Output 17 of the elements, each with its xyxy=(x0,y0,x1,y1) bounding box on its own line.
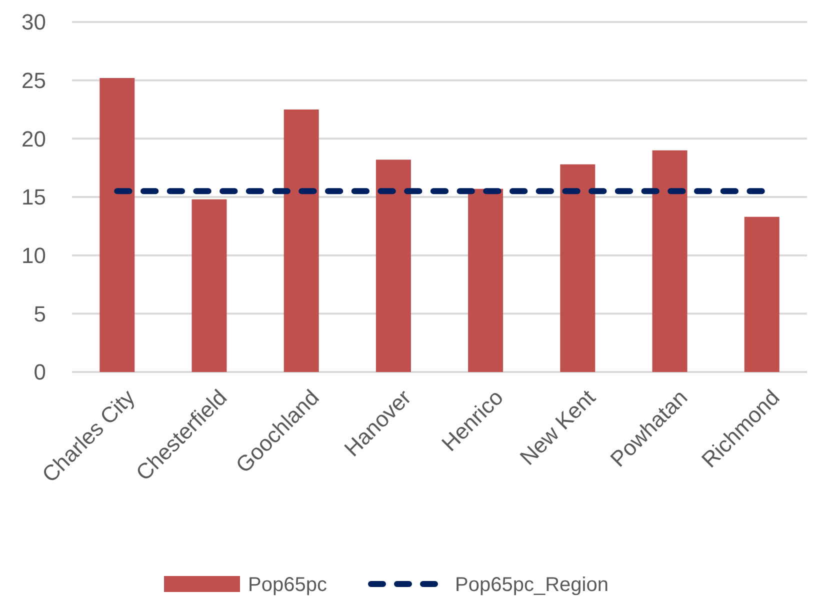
bar xyxy=(192,199,227,372)
bar xyxy=(652,150,688,372)
bar xyxy=(560,164,596,372)
y-tick-label: 15 xyxy=(22,184,46,210)
bar xyxy=(376,160,411,372)
y-tick-label: 5 xyxy=(34,301,46,326)
bar xyxy=(744,216,780,372)
y-tick-label: 30 xyxy=(22,10,46,35)
bar xyxy=(468,188,504,372)
legend-label: Pop65pc_Region xyxy=(455,574,608,596)
y-tick-label: 10 xyxy=(22,243,46,268)
legend-label: Pop65pc xyxy=(248,574,327,596)
bar xyxy=(100,78,135,372)
y-tick-label: 25 xyxy=(22,68,46,94)
y-tick-label: 20 xyxy=(22,126,46,152)
bar xyxy=(284,110,319,372)
y-tick-label: 0 xyxy=(34,360,46,385)
